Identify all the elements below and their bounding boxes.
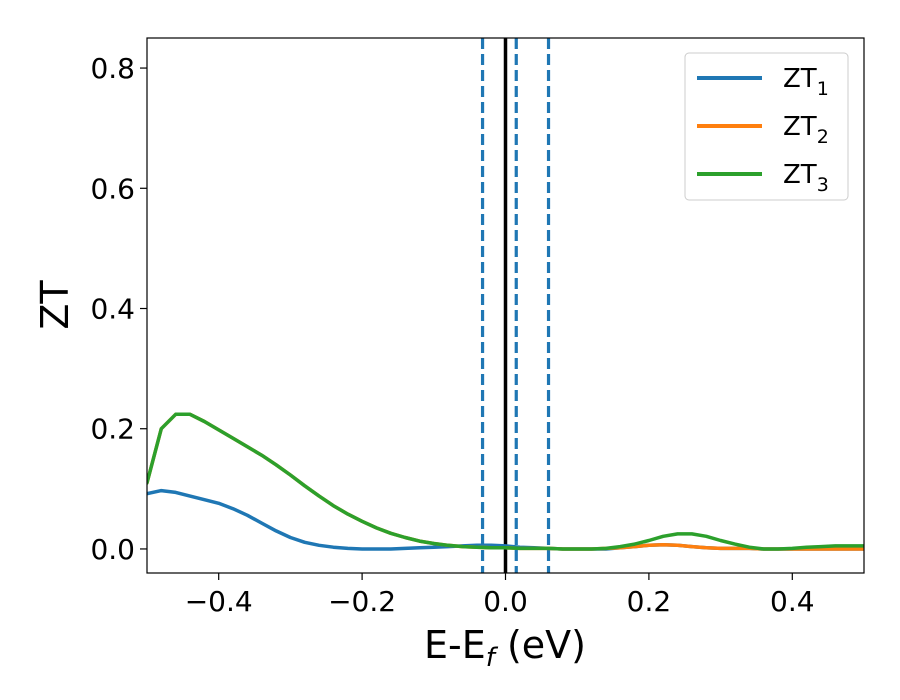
y-tick-label: 0.2 xyxy=(90,413,135,446)
x-axis: −0.4 −0.2 0.0 0.2 0.4 xyxy=(185,573,815,618)
y-tick-label: 0.6 xyxy=(90,172,135,205)
legend-label-zt1: ZT1 xyxy=(783,64,829,100)
legend-box xyxy=(684,52,849,201)
y-tick-label: 0.0 xyxy=(90,533,135,566)
x-tick-label: 0.2 xyxy=(627,585,672,618)
x-tick-label: 0.4 xyxy=(770,585,815,618)
y-tick-label: 0.4 xyxy=(90,293,135,326)
x-tick-label: 0.0 xyxy=(483,585,528,618)
vertical-reference-lines xyxy=(480,38,551,573)
y-tick-label: 0.8 xyxy=(90,52,135,85)
x-tick-label: −0.2 xyxy=(328,585,396,618)
x-tick-label: −0.4 xyxy=(185,585,253,618)
y-axis-title: ZT xyxy=(33,280,77,330)
series-line-zt3 xyxy=(147,412,864,551)
series-lines xyxy=(147,412,864,551)
y-axis: 0.0 0.2 0.4 0.6 0.8 xyxy=(90,52,147,566)
legend-label-zt3: ZT3 xyxy=(783,160,829,196)
legend: ZT1 ZT2 ZT3 xyxy=(684,52,849,201)
legend-label-zt2: ZT2 xyxy=(783,112,829,148)
x-axis-title: E-Ef (eV) xyxy=(424,623,586,673)
